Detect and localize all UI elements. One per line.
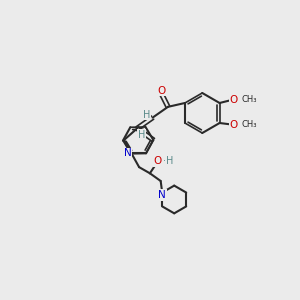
Text: O: O [229,95,238,105]
Text: O: O [229,119,238,130]
Text: H: H [143,110,150,119]
Text: CH₃: CH₃ [241,120,257,129]
Text: N: N [158,190,166,200]
Text: CH₃: CH₃ [241,95,257,104]
Text: ·H: ·H [163,156,173,166]
Text: O: O [158,86,166,96]
Text: H: H [138,130,146,140]
Text: N: N [124,148,131,158]
Text: O: O [154,156,162,166]
